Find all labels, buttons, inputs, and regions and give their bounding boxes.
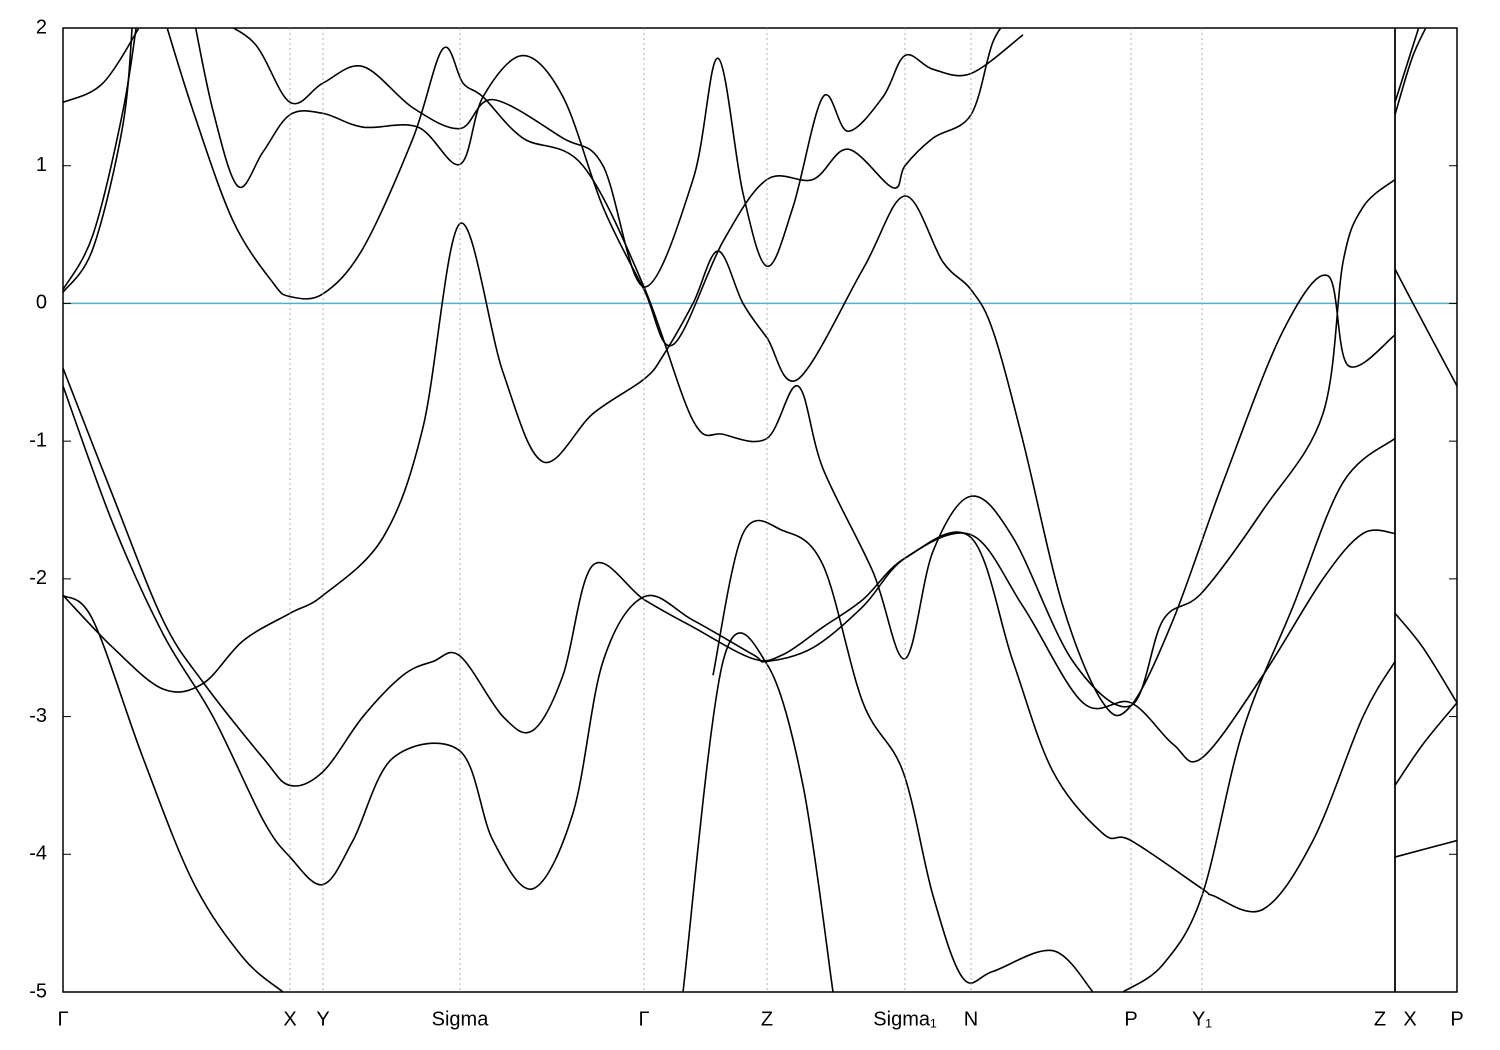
y-tick-label: 2 <box>36 16 47 38</box>
x-tick-label: P <box>1450 1008 1463 1030</box>
band <box>1122 437 1396 992</box>
band <box>231 28 1024 288</box>
y-tick-label: -4 <box>29 843 47 865</box>
x-tick-label: Sigma <box>432 1008 490 1030</box>
band <box>63 28 140 104</box>
band <box>63 594 284 992</box>
band <box>712 519 1094 992</box>
x-tick-label: Γ <box>57 1008 68 1030</box>
band <box>1394 839 1457 858</box>
band <box>194 28 1002 347</box>
y-tick-label: -2 <box>29 567 47 589</box>
x-tick-label: X <box>1403 1008 1416 1030</box>
band <box>1394 612 1457 704</box>
band <box>682 632 834 992</box>
band <box>1394 268 1457 387</box>
x-tick-label: N <box>964 1008 978 1030</box>
x-tick-label: X <box>283 1008 296 1030</box>
plot-frame <box>62 27 1458 993</box>
y-tick-label: 0 <box>36 292 47 314</box>
band <box>63 28 133 293</box>
band <box>166 28 1396 708</box>
band <box>1394 702 1457 786</box>
y-tick-label: -5 <box>29 980 47 1002</box>
band <box>63 28 137 291</box>
y-tick-label: 1 <box>36 154 47 176</box>
x-tick-label: P <box>1124 1008 1137 1030</box>
x-tick-label: Sigma₁ <box>873 1008 937 1030</box>
plot-area <box>63 28 1457 992</box>
x-tick-label: Z <box>761 1008 773 1030</box>
x-tick-label: Y₁ <box>1192 1008 1212 1030</box>
band <box>63 195 1396 717</box>
x-tick-label: Γ <box>638 1008 649 1030</box>
x-tick-label: Z <box>1374 1008 1386 1030</box>
band <box>1394 28 1427 115</box>
band <box>63 385 1396 890</box>
x-tick-label: Y <box>316 1008 329 1030</box>
y-tick-label: -3 <box>29 705 47 727</box>
band <box>1394 28 1420 103</box>
band <box>63 367 1396 913</box>
y-tick-label: -1 <box>29 429 47 451</box>
